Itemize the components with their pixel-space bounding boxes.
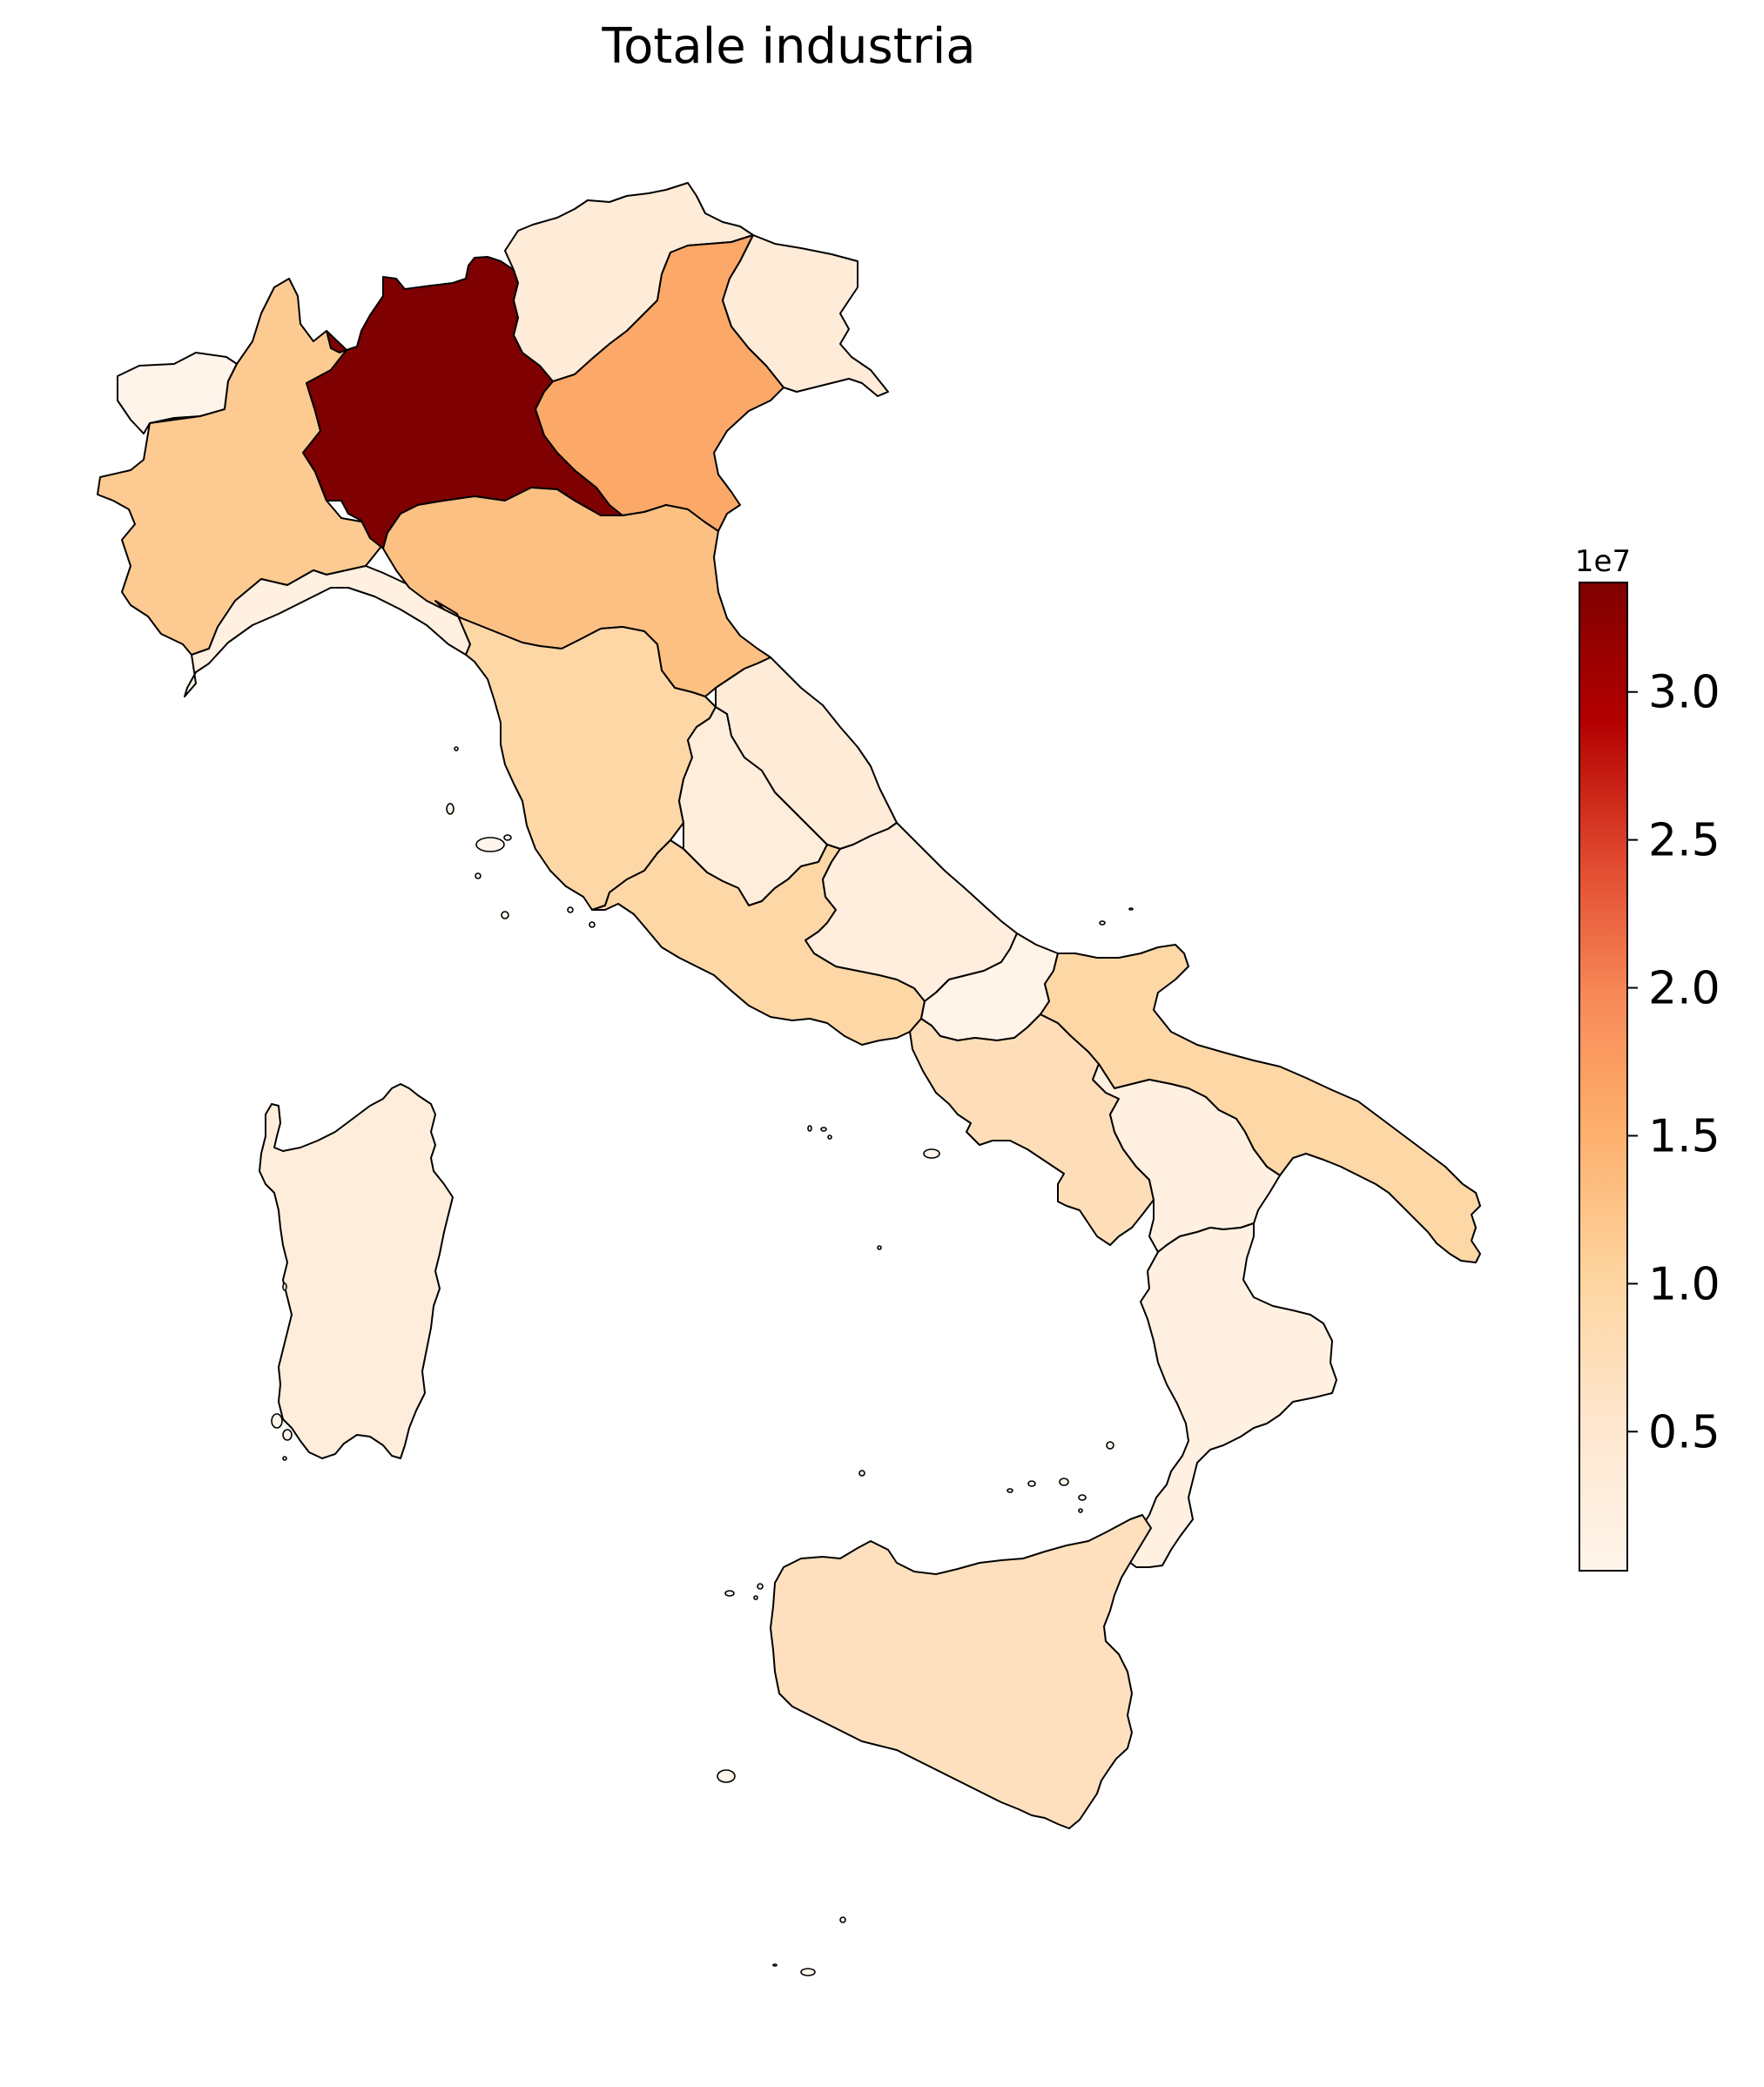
regions-layer [97, 182, 1481, 1829]
colorbar-ticks: 0.5 1.0 1.5 2.0 2.5 3.0 [1627, 667, 1720, 1458]
map-title: Totale industria [601, 18, 975, 75]
colorbar-tick-label: 3.0 [1648, 667, 1720, 719]
colorbar-tick-label: 1.0 [1648, 1258, 1720, 1310]
region-sardegna[interactable] [259, 1083, 454, 1459]
colorbar-tick-label: 2.5 [1648, 815, 1720, 867]
colorbar: 1e7 0.5 1.0 1.5 2.0 2.5 3.0 [1575, 544, 1720, 1572]
colorbar-tick-label: 0.5 [1648, 1406, 1720, 1458]
region-sicilia[interactable] [770, 1514, 1152, 1829]
colorbar-gradient [1579, 582, 1628, 1572]
region-campania[interactable] [909, 1013, 1155, 1246]
region-calabria[interactable] [1124, 1222, 1337, 1568]
region-veneto[interactable] [535, 234, 784, 532]
colorbar-tick-label: 1.5 [1648, 1110, 1720, 1162]
small-islands [271, 746, 1134, 1976]
colorbar-tick-label: 2.0 [1648, 963, 1720, 1015]
region-piemonte[interactable] [97, 278, 384, 656]
region-friuli-venezia-giulia[interactable] [722, 234, 889, 397]
region-liguria[interactable] [184, 565, 471, 697]
colorbar-multiplier: 1e7 [1575, 544, 1631, 579]
